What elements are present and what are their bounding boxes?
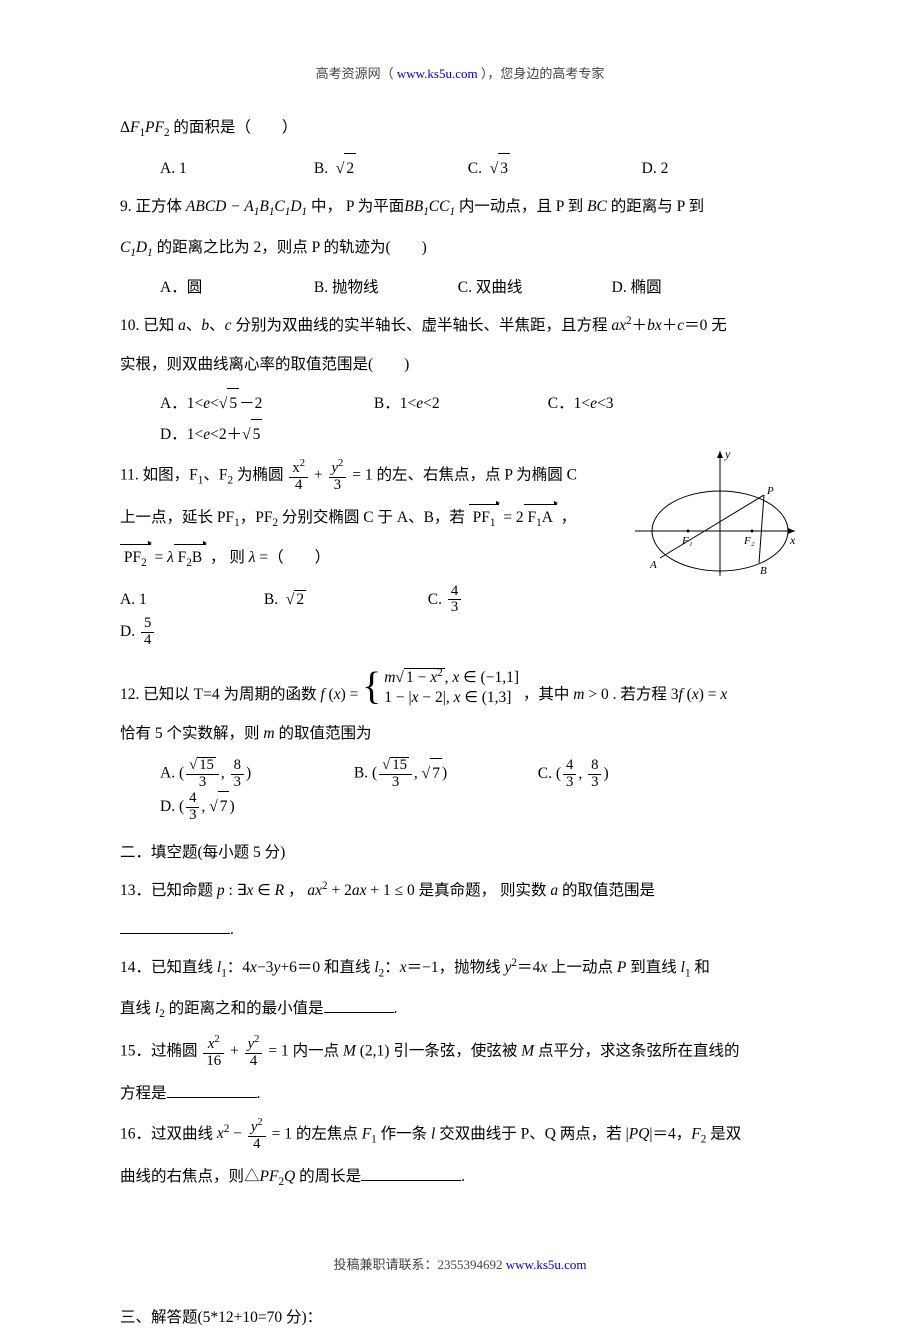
q13-blank[interactable] (120, 919, 230, 934)
q15-line2: 方程是. (120, 1079, 800, 1108)
page: 高考资源网（ www.ks5u.com ），您身边的高考专家 ΔF1PF2 的面… (0, 0, 920, 1302)
footer-link[interactable]: www.ks5u.com (506, 1257, 587, 1272)
q9-stem: 9. 正方体 ABCD − A1B1C1D1 中， P 为平面BB1CC1 内一… (120, 192, 800, 223)
q9-opt-b[interactable]: B. 抛物线 (314, 273, 454, 302)
q15-line1: 15．过椭圆 x216 + y24 = 1 内一点 M (2,1) 引一条弦，使… (120, 1034, 800, 1070)
q16-line2: 曲线的右焦点，则△PF2Q 的周长是. (120, 1162, 800, 1193)
q9-options: A．圆 B. 抛物线 C. 双曲线 D. 椭圆 (120, 273, 800, 302)
q10-options: A．1<e<√5－2 B．1<e<2 C．1<e<3 D．1<e<2＋√5 (120, 388, 800, 449)
q13-line2: . (120, 915, 800, 944)
svg-text:P: P (766, 485, 774, 497)
header-text-2: ），您身边的高考专家 (481, 66, 605, 81)
q9-opt-d[interactable]: D. 椭圆 (612, 273, 712, 302)
q12-opt-d[interactable]: D. (43, √7) (160, 791, 280, 824)
q14-line1: 14．已知直线 l1：4x−3y+6＝0 和直线 l2：x＝−1，抛物线 y2＝… (120, 953, 800, 984)
q8-opt-d[interactable]: D. 2 (642, 154, 702, 183)
svg-text:B: B (760, 565, 767, 577)
q11-block: x y F₁ F₂ P A B 11. 如图，F1、F2 为椭圆 x24 + y… (120, 458, 800, 649)
q14-blank[interactable] (324, 998, 394, 1013)
q11-opt-b[interactable]: B. √2 (264, 585, 424, 614)
header-text-1: 高考资源网（ (316, 66, 397, 81)
header-link[interactable]: www.ks5u.com (397, 66, 478, 81)
page-header: 高考资源网（ www.ks5u.com ），您身边的高考专家 (120, 62, 800, 87)
q9-opt-a[interactable]: A．圆 (160, 273, 310, 302)
q11-diagram: x y F₁ F₂ P A B (630, 446, 800, 586)
q8-opt-a[interactable]: A. 1 (160, 154, 310, 183)
q12-opt-c[interactable]: C. (43, 83) (538, 758, 718, 791)
q10-opt-d[interactable]: D．1<e<2＋√5 (160, 419, 300, 449)
q11-opt-a[interactable]: A. 1 (120, 585, 260, 614)
ellipse-figure-svg: x y F₁ F₂ P A B (630, 446, 800, 586)
q12-opt-b[interactable]: B. (√153, √7) (354, 757, 534, 791)
q15-blank[interactable] (167, 1083, 257, 1098)
svg-text:F₂: F₂ (743, 535, 755, 547)
footer-text: 投稿兼职请联系：2355394692 (333, 1257, 505, 1272)
q10-line1: 10. 已知 a、b、c 分别为双曲线的实半轴长、虚半轴长、半焦距，且方程 ax… (120, 311, 800, 341)
q12-line1: 12. 已知以 T=4 为周期的函数 f (x) = { m√1 − x2, x… (120, 667, 800, 710)
q16-line1: 16．过双曲线 x2 − y24 = 1 的左焦点 F1 作一条 l 交双曲线于… (120, 1117, 800, 1153)
q10-line2: 实根，则双曲线离心率的取值范围是( ) (120, 350, 800, 379)
q12-line2: 恰有 5 个实数解，则 m 的取值范围为 (120, 719, 800, 748)
q10-opt-b[interactable]: B．1<e<2 (374, 389, 544, 418)
q11-options: A. 1 B. √2 C. 43 D. 54 (120, 584, 800, 650)
q16-blank[interactable] (361, 1166, 461, 1181)
q8-opt-c[interactable]: C. √3 (468, 153, 638, 183)
svg-text:A: A (649, 559, 657, 571)
q13-line1: 13．已知命题 p : ∃x ∈ R ， ax2 + 2ax + 1 ≤ 0 是… (120, 876, 800, 906)
q9-stem-2: C1D1 的距离之比为 2，则点 P 的轨迹为( ) (120, 233, 800, 264)
page-footer: 投稿兼职请联系：2355394692 www.ks5u.com (0, 1253, 920, 1278)
q12-options: A. (√153, 83) B. (√153, √7) C. (43, 83) … (120, 757, 800, 824)
svg-text:F₁: F₁ (681, 535, 693, 547)
svg-text:x: x (789, 533, 796, 547)
q9-opt-c[interactable]: C. 双曲线 (458, 273, 608, 302)
q10-opt-a[interactable]: A．1<e<√5－2 (160, 388, 370, 418)
q11-opt-c[interactable]: C. 43 (428, 584, 588, 617)
q10-opt-c[interactable]: C．1<e<3 (548, 389, 698, 418)
q11-opt-d[interactable]: D. 54 (120, 616, 200, 649)
svg-text:y: y (724, 447, 731, 461)
q8-opt-b[interactable]: B. √2 (314, 153, 464, 183)
q14-line2: 直线 l2 的距离之和的最小值是. (120, 994, 800, 1025)
section-3-title: 三、解答题(5*12+10=70 分)： (120, 1303, 800, 1332)
section-2-title: 二．填空题(每小题 5 分) (120, 838, 800, 867)
q12-opt-a[interactable]: A. (√153, 83) (160, 757, 350, 791)
q8-options: A. 1 B. √2 C. √3 D. 2 (120, 153, 800, 183)
q8-stem: ΔF1PF2 的面积是（ ） (120, 113, 800, 144)
